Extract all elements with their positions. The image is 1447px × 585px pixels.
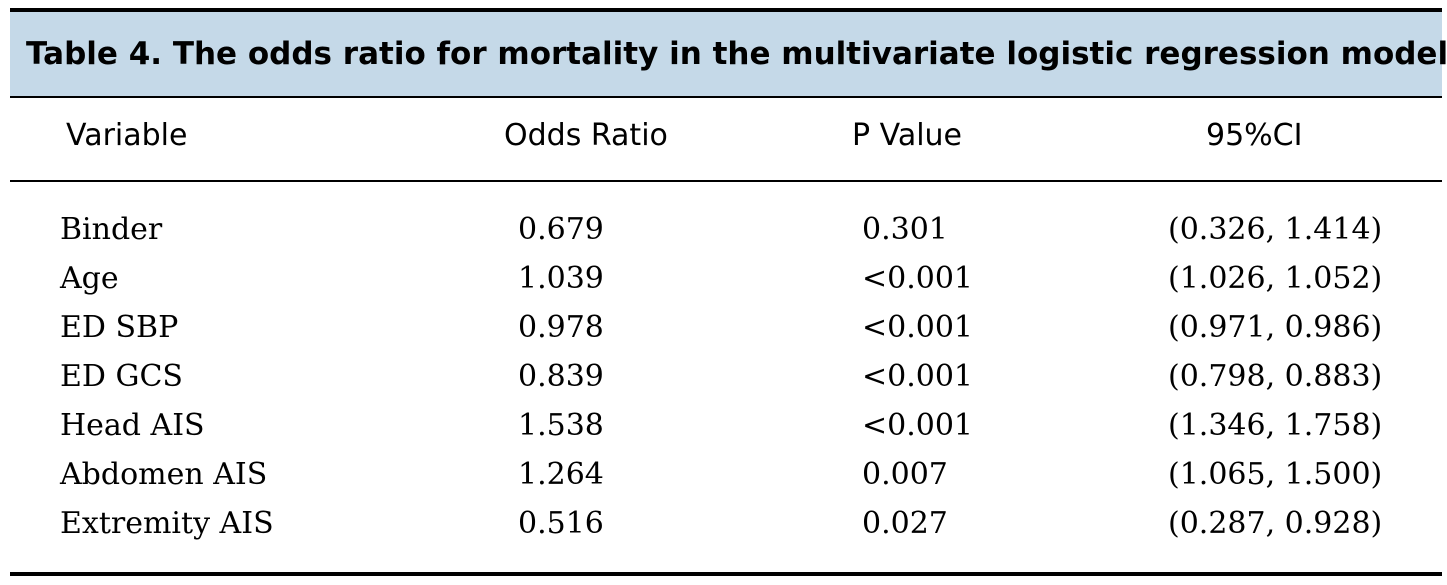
variable-cell: ED SBP (60, 310, 179, 345)
results-table: Table 4. The odds ratio for mortality in… (10, 8, 1447, 577)
table-caption: Table 4. The odds ratio for mortality in… (10, 12, 1447, 96)
odds-ratio-cell: 1.538 (518, 408, 604, 443)
odds-ratio-cell: 0.978 (518, 310, 604, 345)
p-value-cell: <0.001 (862, 261, 974, 296)
variable-cell: Abdomen AIS (60, 457, 268, 492)
variable-cell: ED GCS (60, 359, 183, 394)
confidence-interval-cell: (1.346, 1.758) (1168, 408, 1383, 443)
bottom-rule (10, 572, 1442, 576)
column-header-odds-ratio: Odds Ratio (504, 118, 668, 153)
top-rule (10, 8, 1442, 12)
odds-ratio-cell: 0.839 (518, 359, 604, 394)
table-row: ED SBP 0.978 <0.001 (0.971, 0.986) (10, 310, 1442, 359)
caption-rule (10, 96, 1442, 98)
odds-ratio-cell: 1.264 (518, 457, 604, 492)
table-row: Abdomen AIS 1.264 0.007 (1.065, 1.500) (10, 457, 1442, 506)
p-value-cell: <0.001 (862, 310, 974, 345)
table-row: Head AIS 1.538 <0.001 (1.346, 1.758) (10, 408, 1442, 457)
confidence-interval-cell: (0.971, 0.986) (1168, 310, 1383, 345)
odds-ratio-cell: 0.516 (518, 506, 604, 541)
confidence-interval-cell: (1.065, 1.500) (1168, 457, 1383, 492)
table-row: Extremity AIS 0.516 0.027 (0.287, 0.928) (10, 506, 1442, 555)
p-value-cell: 0.027 (862, 506, 948, 541)
p-value-cell: 0.007 (862, 457, 948, 492)
header-rule (10, 180, 1442, 182)
p-value-cell: <0.001 (862, 359, 974, 394)
confidence-interval-cell: (1.026, 1.052) (1168, 261, 1383, 296)
table-header-row: Variable Odds Ratio P Value 95%CI (10, 118, 1442, 162)
table-row: Age 1.039 <0.001 (1.026, 1.052) (10, 261, 1442, 310)
variable-cell: Binder (60, 212, 163, 247)
p-value-cell: <0.001 (862, 408, 974, 443)
odds-ratio-cell: 0.679 (518, 212, 604, 247)
confidence-interval-cell: (0.798, 0.883) (1168, 359, 1383, 394)
table-row: Binder 0.679 0.301 (0.326, 1.414) (10, 212, 1442, 261)
column-header-variable: Variable (66, 118, 188, 153)
confidence-interval-cell: (0.287, 0.928) (1168, 506, 1383, 541)
confidence-interval-cell: (0.326, 1.414) (1168, 212, 1383, 247)
table-row: ED GCS 0.839 <0.001 (0.798, 0.883) (10, 359, 1442, 408)
column-header-confidence-interval: 95%CI (1206, 118, 1303, 153)
odds-ratio-cell: 1.039 (518, 261, 604, 296)
variable-cell: Head AIS (60, 408, 205, 443)
variable-cell: Age (60, 261, 119, 296)
p-value-cell: 0.301 (862, 212, 948, 247)
table-body: Binder 0.679 0.301 (0.326, 1.414) Age 1.… (10, 212, 1442, 555)
variable-cell: Extremity AIS (60, 506, 274, 541)
column-header-p-value: P Value (852, 118, 963, 153)
